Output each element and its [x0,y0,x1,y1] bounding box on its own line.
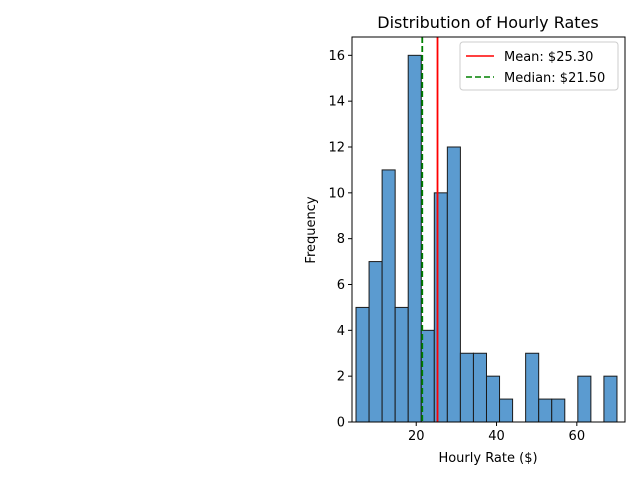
x-tick-label: 60 [569,429,586,444]
histogram-bar [525,352,540,423]
y-axis-label: Frequency [304,196,319,263]
histogram-bar [538,398,553,423]
chart-title: Distribution of Hourly Rates [377,13,599,32]
histogram-bar [407,54,422,423]
histogram-bar [472,352,487,423]
legend: Mean: $25.30 Median: $21.50 [459,41,619,91]
legend-median-label: Median: $21.50 [504,71,605,86]
histogram-bar [433,192,448,423]
histogram-bar [603,375,618,423]
y-tick-label: 12 [328,141,345,156]
plot-area-frame [351,36,626,423]
reference-lines [421,37,439,422]
y-tick-label: 8 [337,232,345,247]
y-tick-label: 2 [337,370,345,385]
histogram-bar [551,398,566,423]
histogram-bar [420,329,435,423]
x-axis-label: Hourly Rate ($) [438,451,537,466]
y-axis-ticks: 0 2 4 6 8 10 12 14 16 [328,49,352,431]
legend-mean-label: Mean: $25.30 [504,50,593,65]
histogram-bar [577,375,592,423]
histogram-bar [485,375,501,423]
histogram-bar [499,398,514,423]
y-tick-label: 10 [328,186,345,201]
histogram-bar [394,306,409,423]
histogram-bar [355,306,370,423]
histogram-bar [446,146,461,423]
y-tick-label: 4 [337,324,345,339]
histogram-bar [381,169,396,423]
x-tick-label: 20 [408,429,425,444]
y-tick-label: 6 [337,278,345,293]
x-axis-ticks: 20 40 60 [408,422,585,444]
y-tick-label: 0 [337,416,345,431]
histogram-bar [459,352,474,423]
x-tick-label: 40 [488,429,505,444]
legend-frame [459,41,619,91]
histogram-bar [368,261,383,423]
y-tick-label: 14 [328,95,345,110]
y-tick-label: 16 [328,49,345,64]
